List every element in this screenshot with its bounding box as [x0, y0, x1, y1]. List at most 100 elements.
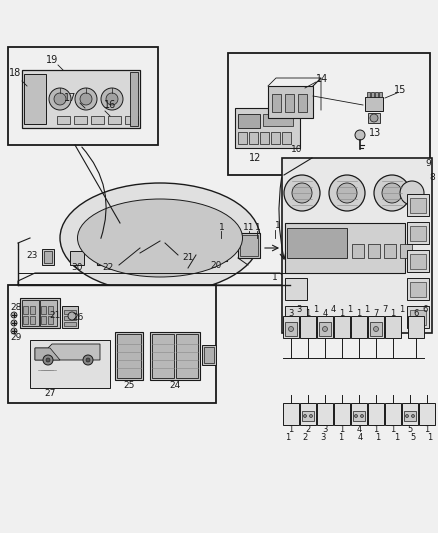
Bar [130, 72, 138, 126]
Bar [404, 411, 416, 421]
Text: 14: 14 [316, 74, 328, 84]
Bar [22, 300, 39, 326]
Bar [317, 316, 333, 338]
Bar [20, 298, 60, 328]
Circle shape [86, 358, 90, 362]
Bar [285, 94, 294, 112]
Bar [217, 251, 224, 258]
Bar [208, 242, 215, 249]
Bar [180, 245, 187, 253]
Bar [189, 245, 196, 253]
Bar [410, 282, 426, 297]
Circle shape [400, 181, 424, 205]
Circle shape [46, 358, 50, 362]
Bar [334, 316, 350, 338]
Bar [48, 306, 53, 314]
Bar [407, 306, 429, 328]
Bar [62, 306, 78, 328]
Text: 19: 19 [46, 55, 58, 65]
Bar [365, 97, 383, 111]
Bar [125, 116, 138, 124]
Text: 7: 7 [382, 304, 388, 313]
Text: 1: 1 [255, 223, 261, 232]
Bar [260, 132, 269, 144]
Circle shape [80, 93, 92, 105]
Circle shape [68, 312, 76, 320]
Circle shape [43, 355, 53, 365]
Bar [202, 345, 216, 365]
Text: 1: 1 [286, 433, 291, 442]
Text: 6: 6 [422, 304, 427, 313]
Bar [410, 226, 426, 241]
Bar [319, 322, 331, 336]
Text: 1: 1 [347, 304, 353, 313]
Polygon shape [35, 344, 100, 360]
Text: 24: 24 [170, 381, 180, 390]
Bar [235, 108, 300, 148]
Text: 1: 1 [427, 433, 433, 442]
Bar [97, 243, 119, 265]
Bar [238, 233, 260, 258]
Circle shape [337, 183, 357, 203]
Bar [368, 244, 380, 258]
Bar [408, 316, 424, 338]
Text: 26: 26 [72, 313, 84, 322]
Bar [351, 316, 367, 338]
Bar [283, 403, 299, 425]
Text: 15: 15 [394, 85, 406, 95]
Text: 2: 2 [302, 433, 307, 442]
Bar [30, 340, 110, 388]
Text: 1: 1 [339, 309, 345, 318]
Bar [407, 278, 429, 300]
Bar [368, 113, 380, 123]
Circle shape [329, 175, 365, 211]
Polygon shape [35, 348, 60, 360]
Bar [24, 74, 46, 124]
Text: 9: 9 [425, 158, 431, 167]
Text: 21: 21 [49, 311, 61, 319]
Text: 4: 4 [322, 309, 328, 318]
Bar [64, 322, 76, 326]
Text: 1: 1 [288, 425, 293, 434]
Circle shape [83, 355, 93, 365]
Text: 1: 1 [364, 304, 370, 313]
Ellipse shape [60, 183, 260, 293]
Text: 7: 7 [373, 309, 379, 318]
Text: 5: 5 [407, 425, 413, 434]
Bar [271, 132, 280, 144]
Circle shape [355, 130, 365, 140]
Bar [249, 132, 258, 144]
Text: 1: 1 [373, 425, 378, 434]
Text: 25: 25 [124, 381, 135, 390]
Circle shape [11, 312, 17, 318]
Polygon shape [97, 243, 125, 247]
Bar [353, 411, 365, 421]
Circle shape [411, 415, 414, 417]
Bar [207, 238, 225, 259]
Circle shape [374, 327, 378, 332]
Text: 29: 29 [10, 333, 21, 342]
Bar [115, 332, 143, 380]
Bar [285, 223, 405, 273]
Text: 10: 10 [291, 146, 303, 155]
Text: 18: 18 [9, 68, 21, 78]
Bar [384, 244, 396, 258]
Bar [407, 222, 429, 244]
Bar [317, 403, 333, 425]
Circle shape [106, 93, 118, 105]
Bar [178, 231, 198, 255]
Bar [300, 316, 316, 338]
Polygon shape [18, 273, 290, 285]
Text: 22: 22 [102, 263, 113, 272]
Bar [22, 70, 140, 128]
Bar [176, 334, 198, 378]
Text: 3: 3 [320, 433, 326, 442]
Bar [272, 94, 281, 112]
Bar [40, 300, 57, 326]
Bar [41, 316, 46, 324]
Text: 1: 1 [375, 433, 381, 442]
Text: 1: 1 [394, 433, 399, 442]
Circle shape [322, 327, 328, 332]
Bar [300, 403, 316, 425]
Bar [302, 411, 314, 421]
